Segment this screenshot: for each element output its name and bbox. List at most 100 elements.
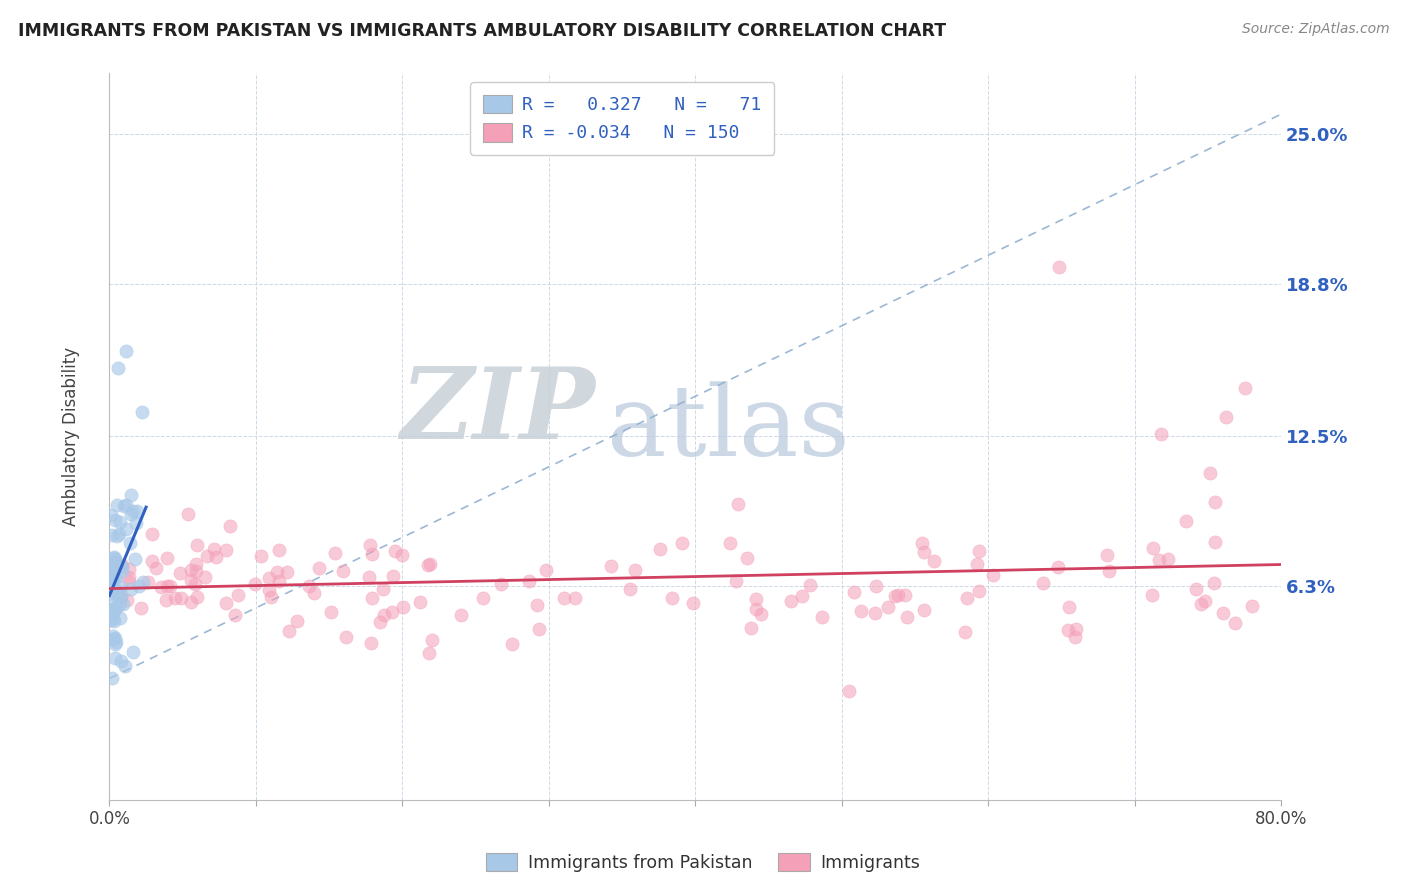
Point: [101, 576, 124, 591]
Point: [1223, 615, 1246, 630]
Point: [98, 613, 121, 627]
Point: [115, 593, 138, 607]
Point: [100, 527, 122, 541]
Point: [780, 593, 803, 607]
Point: [529, 622, 551, 636]
Point: [103, 562, 125, 576]
Point: [186, 558, 208, 572]
Point: [384, 544, 406, 558]
Point: [391, 549, 413, 563]
Point: [842, 585, 865, 599]
Point: [267, 543, 290, 558]
Point: [1059, 600, 1081, 615]
Point: [501, 637, 523, 651]
Point: [1204, 535, 1226, 549]
Point: [1064, 630, 1087, 644]
Point: [1175, 514, 1198, 528]
Point: [103, 603, 125, 617]
Point: [98, 606, 121, 620]
Point: [619, 582, 641, 597]
Point: [98, 565, 121, 579]
Point: [104, 569, 127, 583]
Point: [419, 557, 441, 571]
Point: [894, 588, 917, 602]
Point: [101, 592, 124, 607]
Point: [737, 550, 759, 565]
Point: [876, 599, 898, 614]
Point: [110, 589, 132, 603]
Point: [266, 565, 288, 579]
Point: [98, 564, 121, 578]
Point: [257, 583, 280, 598]
Point: [103, 602, 125, 616]
Point: [104, 601, 127, 615]
Point: [373, 607, 395, 622]
Point: [682, 596, 704, 610]
Point: [112, 500, 135, 514]
Point: [118, 569, 141, 583]
Point: [104, 570, 127, 584]
Point: [122, 504, 145, 518]
Point: [226, 588, 249, 602]
Point: [922, 554, 945, 568]
Point: [120, 507, 142, 521]
Point: [911, 536, 934, 550]
Point: [215, 542, 238, 557]
Point: [105, 529, 128, 543]
Point: [110, 580, 132, 594]
Point: [335, 630, 357, 644]
Point: [727, 498, 749, 512]
Point: [1056, 624, 1078, 638]
Point: [193, 570, 215, 584]
Point: [1032, 576, 1054, 591]
Point: [553, 591, 575, 605]
Point: [100, 586, 122, 600]
Point: [418, 646, 440, 660]
Point: [472, 591, 495, 605]
Point: [101, 570, 124, 584]
Point: [1147, 553, 1170, 567]
Point: [155, 579, 177, 593]
Point: [111, 558, 134, 572]
Point: [648, 542, 671, 557]
Point: [163, 591, 186, 606]
Point: [141, 527, 163, 541]
Point: [749, 607, 772, 621]
Point: [1185, 582, 1208, 596]
Point: [125, 504, 148, 518]
Point: [671, 536, 693, 550]
Point: [1064, 622, 1087, 636]
Point: [392, 600, 415, 615]
Point: [114, 498, 136, 512]
Point: [1142, 541, 1164, 555]
Point: [110, 590, 132, 604]
Point: [277, 624, 299, 638]
Point: [1204, 494, 1226, 508]
Point: [100, 508, 122, 523]
Point: [125, 516, 148, 530]
Point: [101, 612, 124, 626]
Point: [141, 554, 163, 568]
Point: [104, 631, 127, 645]
Point: [896, 610, 918, 624]
Point: [276, 565, 298, 579]
Point: [98, 569, 121, 583]
Point: [661, 591, 683, 605]
Point: [865, 579, 887, 593]
Point: [298, 579, 321, 593]
Point: [103, 632, 125, 647]
Point: [128, 579, 150, 593]
Point: [105, 498, 128, 512]
Point: [321, 605, 343, 619]
Point: [108, 588, 131, 602]
Point: [115, 344, 138, 359]
Point: [360, 591, 382, 606]
Point: [849, 604, 872, 618]
Point: [624, 563, 647, 577]
Point: [224, 608, 246, 623]
Point: [416, 558, 439, 572]
Point: [205, 550, 228, 565]
Point: [98, 570, 121, 584]
Point: [323, 546, 346, 560]
Point: [1046, 560, 1069, 574]
